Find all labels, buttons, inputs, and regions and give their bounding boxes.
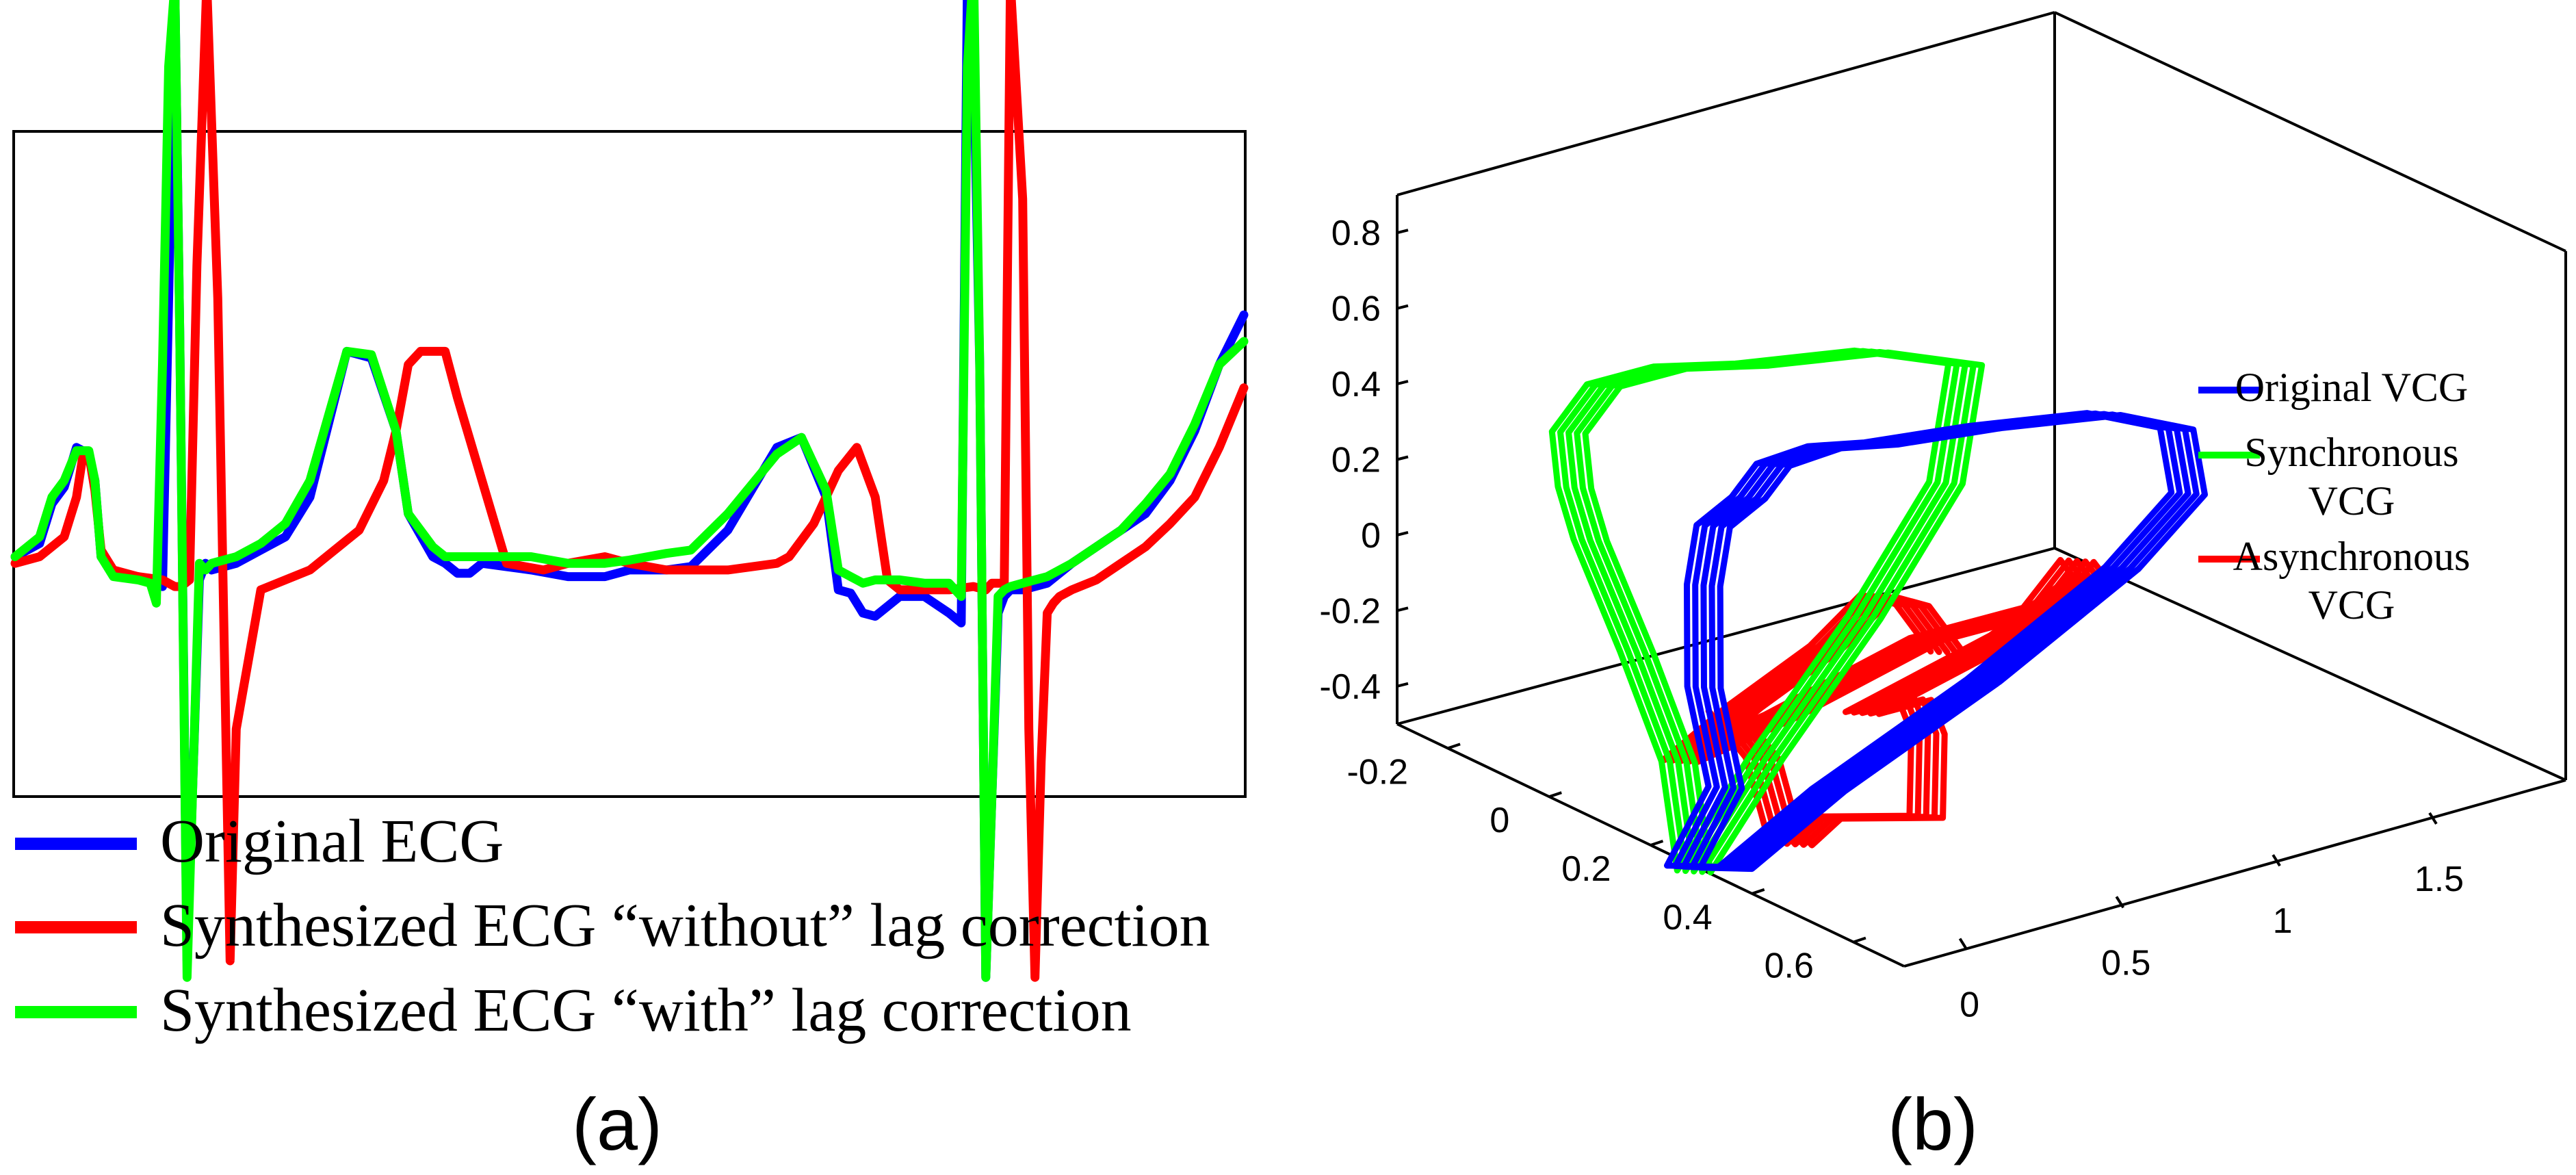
panel-b-legend: Original VCG Synchronous VCG Asynchronou… xyxy=(2198,365,2470,628)
y-tick-mark xyxy=(2272,854,2281,867)
z-tick-mark xyxy=(1396,682,1409,688)
x-tick-mark xyxy=(1752,888,1765,895)
z-tick-mark xyxy=(1396,606,1409,612)
box-edge-floor-front-right xyxy=(1903,779,2566,968)
x-tick-mark xyxy=(1853,936,1866,944)
z-tick-mark xyxy=(1396,455,1409,461)
legend-item-original-ecg: Original ECG xyxy=(15,808,504,875)
box-edge-floor-left-back xyxy=(1396,547,2055,725)
z-tick-label: 0.4 xyxy=(1331,365,1381,404)
legend-item-synth-with-lag: Synthesized ECG “with” lag correction xyxy=(15,977,1132,1044)
legend-item-original-vcg: Original VCG xyxy=(2198,365,2468,410)
y-tick-mark xyxy=(2115,896,2125,909)
z-tick-label: 0.8 xyxy=(1331,214,1381,253)
panel-a-caption: (a) xyxy=(572,1083,662,1165)
box-edge-floor-back-right xyxy=(2054,547,2566,782)
y-tick-label: 0.5 xyxy=(2101,943,2150,983)
z-tick-label: 0.6 xyxy=(1331,289,1381,329)
z-tick-label: -0.2 xyxy=(1319,591,1381,631)
x-tick-label: 0 xyxy=(1489,801,1509,840)
box-edge-top-back-left xyxy=(1396,11,2055,196)
z-tick-label: -0.4 xyxy=(1319,667,1381,707)
legend-label-synchronous-vcg-line1: Synchronous xyxy=(2244,430,2458,475)
x-tick-mark xyxy=(1548,791,1562,799)
y-tick-label: 1 xyxy=(2273,901,2293,941)
z-tick-mark xyxy=(1396,304,1409,310)
x-tick-label: 0.6 xyxy=(1765,946,1814,986)
y-tick-label: 0 xyxy=(1960,985,1979,1025)
z-tick-mark xyxy=(1396,530,1409,537)
legend-label-asynchronous-vcg-line1: Asynchronous xyxy=(2233,534,2471,579)
legend-item-synth-without-lag: Synthesized ECG “without” lag correction xyxy=(15,892,1210,959)
vcg-series-group xyxy=(1548,347,2208,876)
legend-label-original-vcg: Original VCG xyxy=(2235,365,2469,410)
x-tick-label: -0.2 xyxy=(1346,752,1408,792)
legend-label-asynchronous-vcg-line2: VCG xyxy=(2308,582,2395,628)
z-tick-mark xyxy=(1396,229,1409,235)
panel-a-ecg-chart: Original ECG Synthesized ECG “without” l… xyxy=(10,0,1249,1165)
y-tick-label: 1.5 xyxy=(2415,860,2464,899)
panel-a-legend: Original ECG Synthesized ECG “without” l… xyxy=(15,808,1210,1044)
ecg-series-group xyxy=(10,0,1249,982)
y-tick-mark xyxy=(2428,812,2438,825)
vcg-series-synchronous-vcg-loop-5 xyxy=(1582,349,1986,876)
legend-label-synth-with-lag: Synthesized ECG “with” lag correction xyxy=(160,977,1132,1044)
z-tick-label: 0.2 xyxy=(1331,441,1381,480)
ecg-series-synthesized-ecg-without-lag-correction xyxy=(10,0,1249,982)
legend-label-synchronous-vcg-line2: VCG xyxy=(2308,478,2395,524)
x-tick-mark xyxy=(1447,743,1461,750)
box-edge-top-back-right xyxy=(2054,11,2566,253)
z-tick-mark xyxy=(1396,380,1409,386)
vcg-series-original-vcg-loop-5 xyxy=(1697,412,2208,873)
z-tick-label: 0 xyxy=(1361,516,1381,556)
legend-label-original-ecg: Original ECG xyxy=(160,808,504,875)
legend-item-synchronous-vcg: Synchronous VCG xyxy=(2198,430,2459,524)
panel-b-caption: (b) xyxy=(1888,1083,1978,1165)
legend-item-asynchronous-vcg: Asynchronous VCG xyxy=(2198,534,2470,628)
panel-b-3d-box xyxy=(1396,11,2567,968)
panel-b-vcg-3d-plot: -0.4 -0.2 0 0.2 0.4 0.6 0.8 -0.2 0 0.2 0.4 0.6 0 0.5 1… xyxy=(1319,11,2567,1165)
ecg-series-synthesized-ecg-with-lag-correction xyxy=(10,0,1249,982)
x-tick-label: 0.2 xyxy=(1561,849,1611,889)
vcg-axis-ticks: -0.4 -0.2 0 0.2 0.4 0.6 0.8 -0.2 0 0.2 0.4 0.6 0 0.5 1… xyxy=(1319,214,2464,1024)
y-tick-mark xyxy=(1958,938,1968,951)
panel-a-plot-frame xyxy=(12,130,1247,798)
x-tick-mark xyxy=(1650,840,1664,847)
legend-label-synth-without-lag: Synthesized ECG “without” lag correction xyxy=(160,892,1210,959)
x-tick-label: 0.4 xyxy=(1663,898,1712,938)
